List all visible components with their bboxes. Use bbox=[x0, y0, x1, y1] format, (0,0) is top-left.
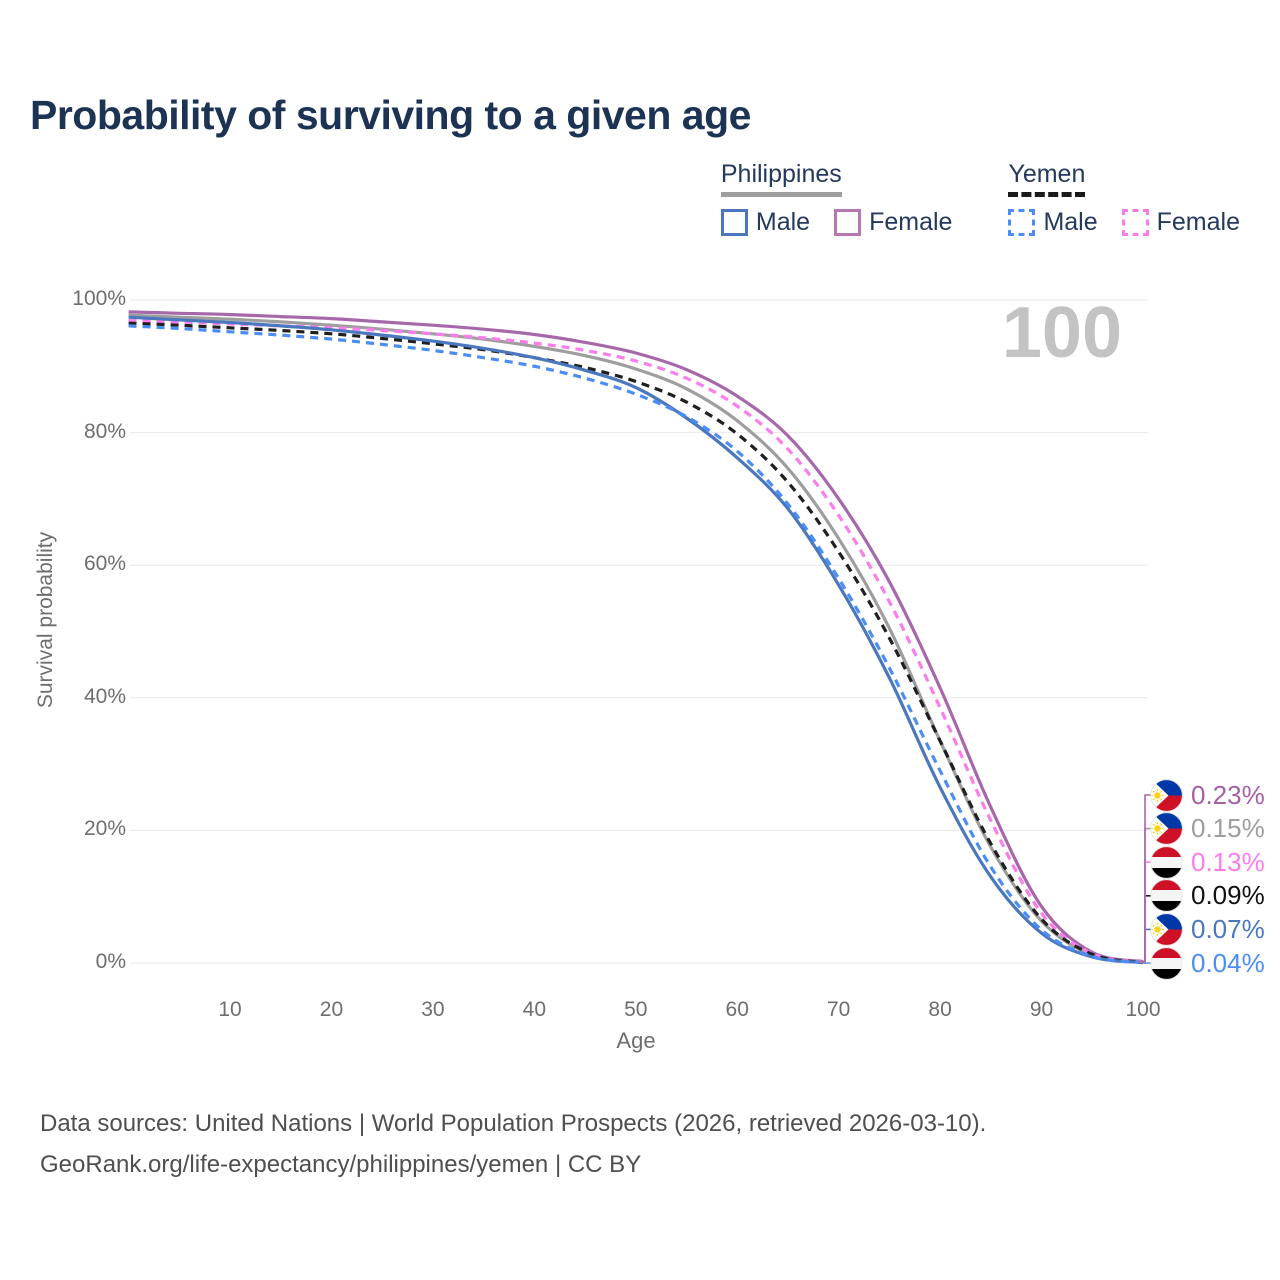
y-tick-label: 0% bbox=[95, 950, 126, 973]
x-tick-label: 30 bbox=[421, 998, 445, 1021]
philippines-female-swatch-icon bbox=[834, 209, 862, 236]
philippines-flag-icon bbox=[1150, 779, 1183, 812]
series-line-philippines-female[interactable] bbox=[128, 310, 1144, 964]
legend-item-yemen-male[interactable]: Male bbox=[1008, 208, 1098, 237]
y-tick-label: 40% bbox=[83, 684, 126, 708]
legend-item-label: Male bbox=[755, 208, 811, 236]
legend-item-philippines-male[interactable]: Male bbox=[720, 208, 811, 237]
series-line-yemen-male[interactable] bbox=[128, 324, 1144, 965]
endpoint-label-row: 0.23% bbox=[1150, 779, 1265, 812]
yemen-flag-icon bbox=[1150, 947, 1183, 980]
legend-item-yemen-female[interactable]: Female bbox=[1121, 208, 1240, 237]
yemen-flag-icon bbox=[1150, 879, 1183, 912]
y-tick-label: 20% bbox=[83, 817, 126, 841]
series-line-yemen-female[interactable] bbox=[128, 319, 1144, 964]
philippines-flag-icon bbox=[1150, 913, 1183, 946]
series-line-philippines-male[interactable] bbox=[128, 315, 1144, 965]
x-tick-label: 40 bbox=[522, 998, 547, 1021]
legend-group-philippines: Philippines Male Female bbox=[720, 160, 952, 237]
legend-group-yemen: Yemen Male Female bbox=[1008, 160, 1240, 237]
legend-item-philippines-female[interactable]: Female bbox=[834, 208, 952, 237]
x-tick-label: 50 bbox=[624, 998, 648, 1021]
legend-item-label: Female bbox=[869, 208, 953, 236]
endpoint-label-row: 0.15% bbox=[1150, 812, 1265, 845]
series-line-yemen-both[interactable] bbox=[128, 321, 1144, 964]
endpoint-label-row: 0.04% bbox=[1150, 947, 1265, 980]
y-tick-label: 100% bbox=[72, 287, 126, 310]
hovered-age-watermark: 100 bbox=[1001, 293, 1122, 373]
y-axis-title: Survival probability bbox=[34, 531, 57, 709]
footer-datasource: Data sources: United Nations | World Pop… bbox=[40, 1110, 987, 1137]
yemen-female-swatch-icon bbox=[1121, 209, 1149, 236]
philippines-male-swatch-icon bbox=[720, 209, 748, 236]
x-tick-label: 70 bbox=[826, 998, 851, 1021]
x-tick-label: 90 bbox=[1029, 998, 1054, 1021]
endpoint-value: 0.04% bbox=[1191, 947, 1265, 978]
x-tick-label: 10 bbox=[218, 998, 242, 1021]
footer: Data sources: United Nations | World Pop… bbox=[40, 1103, 986, 1185]
x-tick-label: 100 bbox=[1125, 998, 1161, 1021]
legend-group-philippines-title[interactable]: Philippines bbox=[720, 160, 842, 197]
endpoint-value: 0.15% bbox=[1191, 813, 1265, 844]
x-tick-label: 80 bbox=[928, 998, 952, 1021]
y-tick-label: 80% bbox=[83, 419, 126, 443]
x-axis-title: Age bbox=[616, 1028, 656, 1053]
legend-item-label: Female bbox=[1156, 208, 1240, 236]
endpoint-label-row: 0.09% bbox=[1150, 879, 1265, 912]
endpoint-value: 0.13% bbox=[1191, 846, 1265, 877]
endpoint-value: 0.23% bbox=[1191, 779, 1265, 810]
endpoint-value: 0.07% bbox=[1191, 913, 1265, 944]
legend-group-yemen-title[interactable]: Yemen bbox=[1008, 160, 1086, 197]
endpoint-label-row: 0.13% bbox=[1150, 846, 1265, 879]
endpoint-connector bbox=[1138, 794, 1151, 963]
yemen-flag-icon bbox=[1150, 846, 1183, 879]
endpoint-value: 0.09% bbox=[1191, 880, 1265, 911]
y-tick-label: 60% bbox=[83, 552, 126, 576]
chart-legend: Philippines Male Female Yemen Male bbox=[720, 160, 1240, 237]
page-title: Probability of surviving to a given age bbox=[30, 92, 751, 138]
philippines-flag-icon bbox=[1150, 812, 1183, 845]
footer-attribution: GeoRank.org/life-expectancy/philippines/… bbox=[40, 1151, 642, 1178]
legend-item-label: Male bbox=[1043, 208, 1098, 236]
yemen-male-swatch-icon bbox=[1008, 209, 1036, 236]
x-tick-label: 20 bbox=[319, 998, 344, 1021]
endpoint-label-row: 0.07% bbox=[1150, 913, 1265, 946]
x-tick-label: 60 bbox=[725, 998, 749, 1021]
series-line-philippines-both[interactable] bbox=[128, 313, 1144, 964]
